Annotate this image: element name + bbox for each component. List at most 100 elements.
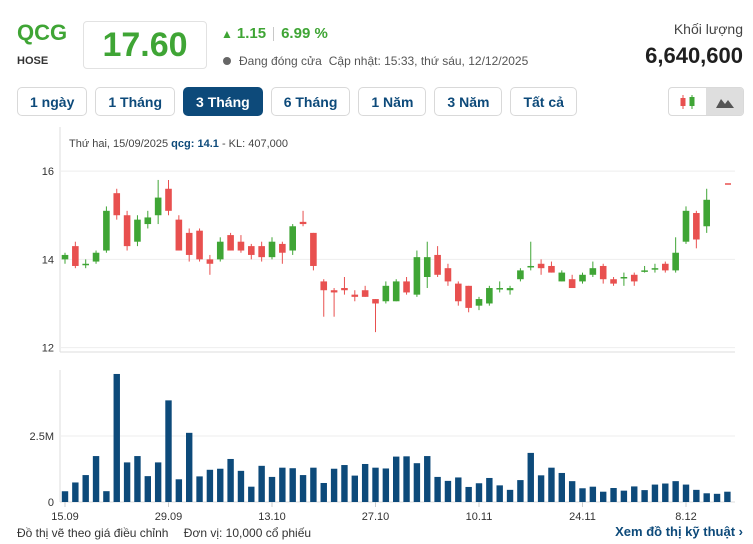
date-tick-label: 24.11 bbox=[569, 511, 596, 523]
date-tick-label: 8.12 bbox=[675, 511, 696, 523]
candle-body bbox=[227, 235, 234, 251]
candle-body bbox=[682, 210, 690, 242]
price-axis: 12 14 16 bbox=[42, 166, 54, 354]
date-tick-label: 10.11 bbox=[466, 511, 493, 523]
candle-body bbox=[72, 246, 79, 266]
unit-note: Đơn vị: 10,000 cổ phiếu bbox=[183, 526, 312, 540]
volume-bar bbox=[506, 489, 514, 502]
volume-bar bbox=[248, 486, 255, 502]
volume-bar bbox=[330, 468, 338, 502]
volume-bar bbox=[475, 483, 483, 502]
candlestick-button[interactable] bbox=[669, 88, 706, 115]
up-arrow-icon: ▲ bbox=[221, 26, 233, 41]
date-tick-label: 13.10 bbox=[258, 511, 286, 523]
candle-body bbox=[506, 288, 514, 291]
candle-body bbox=[465, 285, 472, 308]
volume-bar bbox=[268, 476, 276, 502]
candle-body bbox=[630, 274, 638, 282]
volume-bar bbox=[641, 490, 648, 502]
exchange-label: HOSE bbox=[17, 55, 49, 67]
candle-body bbox=[641, 270, 648, 272]
volume-bar bbox=[206, 469, 214, 502]
candle-body bbox=[341, 288, 348, 291]
tab-3-years[interactable]: 3 Năm bbox=[434, 87, 503, 116]
volume-axis: 0 2.5M bbox=[30, 431, 54, 509]
candle-body bbox=[61, 254, 69, 260]
candle-body bbox=[496, 288, 503, 290]
candle-body bbox=[444, 268, 452, 282]
date-tick-label: 29.09 bbox=[155, 511, 183, 523]
tab-1-year[interactable]: 1 Năm bbox=[358, 87, 427, 116]
volume-bar bbox=[382, 468, 390, 502]
volume-bar bbox=[372, 467, 379, 502]
candle-body bbox=[651, 268, 659, 270]
candle-body bbox=[589, 268, 597, 275]
candle-body bbox=[258, 246, 265, 258]
candle-body bbox=[310, 232, 317, 266]
volume-bar bbox=[517, 480, 524, 502]
change-value: 1.15 bbox=[236, 25, 267, 42]
tab-3-months[interactable]: 3 Tháng bbox=[183, 87, 263, 116]
volume-bar bbox=[237, 470, 245, 502]
tooltip-symbol: qcg: bbox=[171, 138, 194, 150]
date-tick-label: 15.09 bbox=[51, 511, 79, 523]
volume-bar bbox=[279, 467, 286, 502]
candle-body bbox=[620, 277, 628, 279]
candle-body bbox=[361, 290, 369, 297]
price-tick-label: 12 bbox=[42, 343, 54, 355]
candle-body bbox=[672, 252, 679, 271]
mountain-chart-button[interactable] bbox=[706, 88, 743, 115]
candle-body bbox=[299, 221, 307, 225]
volume-bar bbox=[165, 400, 172, 502]
tab-all[interactable]: Tất cả bbox=[510, 87, 577, 116]
volume-bar bbox=[258, 465, 265, 502]
candle-body bbox=[82, 263, 89, 266]
tab-6-months[interactable]: 6 Tháng bbox=[270, 87, 351, 116]
candle-body bbox=[486, 288, 493, 304]
candle-body bbox=[185, 232, 193, 255]
candle-body bbox=[134, 219, 141, 242]
volume-bar bbox=[113, 373, 120, 502]
candle-body bbox=[103, 210, 110, 251]
volume-bar bbox=[631, 486, 638, 502]
price-change: ▲ 1.15 6.99 % bbox=[221, 25, 328, 42]
volume-bar bbox=[134, 456, 141, 502]
volume-bar bbox=[186, 432, 193, 502]
volume-bar bbox=[61, 491, 69, 502]
volume-bar bbox=[527, 452, 534, 502]
volume-bar bbox=[227, 458, 234, 502]
volume-bar bbox=[413, 463, 421, 502]
ticker-symbol: QCG bbox=[17, 20, 68, 45]
change-percent: 6.99 % bbox=[281, 25, 328, 42]
volume-bar bbox=[589, 486, 597, 502]
candle-body bbox=[662, 263, 669, 271]
volume-bar bbox=[123, 462, 131, 502]
volume-bar bbox=[703, 493, 710, 502]
tooltip-value: 14.1 bbox=[197, 138, 218, 150]
volume-bar bbox=[92, 456, 100, 502]
chevron-right-icon: › bbox=[738, 524, 743, 539]
candle-body bbox=[92, 252, 100, 262]
volume-bar bbox=[424, 456, 431, 502]
volume-bar bbox=[217, 468, 224, 502]
candle-body bbox=[330, 290, 338, 293]
candle-body bbox=[248, 246, 255, 255]
volume-label: Khối lượng bbox=[673, 21, 743, 37]
chart-frame bbox=[59, 127, 735, 503]
volume-bar bbox=[724, 491, 731, 502]
candle-body bbox=[351, 294, 359, 297]
candle-body bbox=[165, 188, 172, 211]
date-tick-label: 27.10 bbox=[362, 511, 390, 523]
volume-bars bbox=[61, 373, 731, 502]
candlesticks bbox=[61, 179, 710, 333]
technical-chart-link[interactable]: Xem đồ thị kỹ thuật › bbox=[615, 524, 743, 539]
volume-bar bbox=[496, 485, 503, 502]
candle-body bbox=[599, 265, 607, 280]
candle-body bbox=[423, 257, 431, 277]
volume-bar bbox=[620, 490, 628, 502]
tab-1-month[interactable]: 1 Tháng bbox=[95, 87, 176, 116]
volume-bar bbox=[465, 486, 472, 502]
volume-bar bbox=[579, 488, 586, 502]
update-time: Cập nhật: 15:33, thứ sáu, 12/12/2025 bbox=[328, 54, 529, 68]
tab-1-day[interactable]: 1 ngày bbox=[17, 87, 88, 116]
